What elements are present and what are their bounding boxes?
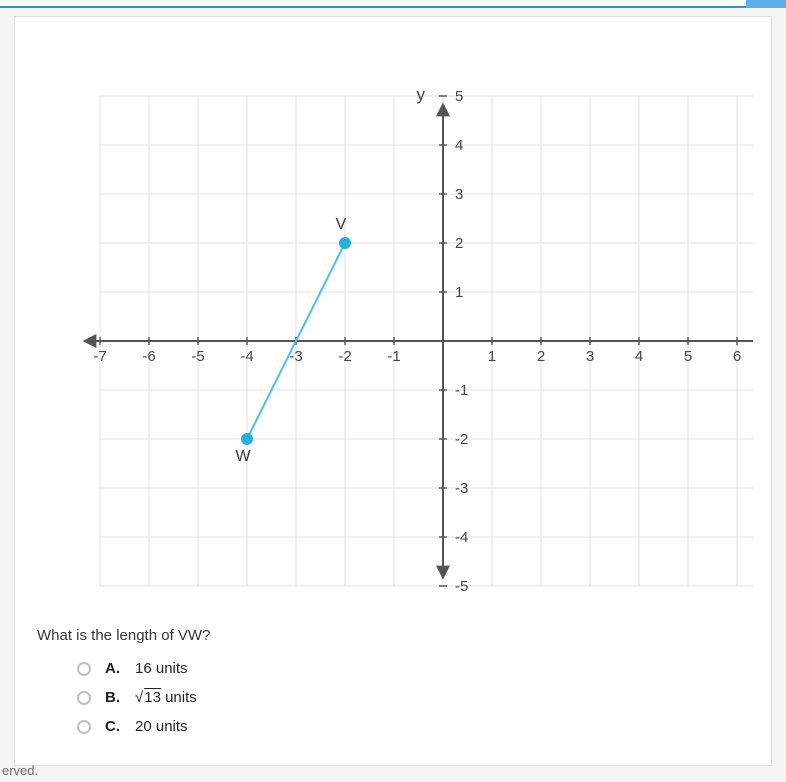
- sqrt-radicand: 13: [143, 689, 161, 706]
- radio-icon: [77, 662, 91, 676]
- svg-text:V: V: [336, 216, 347, 233]
- svg-text:y: y: [417, 85, 426, 104]
- top-header-bar: [0, 0, 786, 8]
- option-letter: B.: [105, 689, 123, 706]
- chart-svg: -7-6-5-4-3-2-11234567-5-4-3-2-112345xyVW: [33, 31, 753, 621]
- svg-text:-7: -7: [93, 348, 106, 365]
- sqrt-symbol: √: [135, 689, 143, 706]
- option-suffix: units: [161, 689, 197, 706]
- option-text: √13 units: [135, 689, 197, 706]
- svg-text:6: 6: [733, 348, 741, 365]
- svg-text:1: 1: [488, 348, 496, 365]
- svg-text:-1: -1: [455, 382, 468, 399]
- svg-text:-6: -6: [142, 348, 155, 365]
- svg-text:5: 5: [455, 88, 463, 105]
- svg-text:-4: -4: [455, 529, 468, 546]
- option-a[interactable]: A. 16 units: [77, 660, 753, 677]
- svg-text:2: 2: [537, 348, 545, 365]
- footer-text: erved.: [0, 763, 38, 778]
- svg-text:W: W: [235, 448, 251, 465]
- option-b[interactable]: B. √13 units: [77, 689, 753, 706]
- option-letter: A.: [105, 660, 123, 677]
- question-text: What is the length of VW?: [37, 627, 753, 644]
- svg-text:-5: -5: [191, 348, 204, 365]
- svg-text:-2: -2: [455, 431, 468, 448]
- question-card: -7-6-5-4-3-2-11234567-5-4-3-2-112345xyVW…: [14, 16, 772, 766]
- radio-icon: [77, 691, 91, 705]
- svg-text:5: 5: [684, 348, 692, 365]
- svg-text:-5: -5: [455, 578, 468, 595]
- option-text: 20 units: [135, 718, 188, 735]
- svg-text:2: 2: [455, 235, 463, 252]
- svg-text:1: 1: [455, 284, 463, 301]
- answer-options: A. 16 units B. √13 units C. 20 units: [77, 660, 753, 735]
- svg-text:-1: -1: [387, 348, 400, 365]
- svg-text:4: 4: [635, 348, 643, 365]
- option-text: 16 units: [135, 660, 188, 677]
- option-c[interactable]: C. 20 units: [77, 718, 753, 735]
- option-letter: C.: [105, 718, 123, 735]
- svg-text:4: 4: [455, 137, 463, 154]
- svg-text:-4: -4: [240, 348, 253, 365]
- svg-text:3: 3: [586, 348, 594, 365]
- svg-text:-2: -2: [338, 348, 351, 365]
- coordinate-chart: -7-6-5-4-3-2-11234567-5-4-3-2-112345xyVW: [33, 31, 753, 621]
- radio-icon: [77, 720, 91, 734]
- svg-text:-3: -3: [455, 480, 468, 497]
- svg-text:3: 3: [455, 186, 463, 203]
